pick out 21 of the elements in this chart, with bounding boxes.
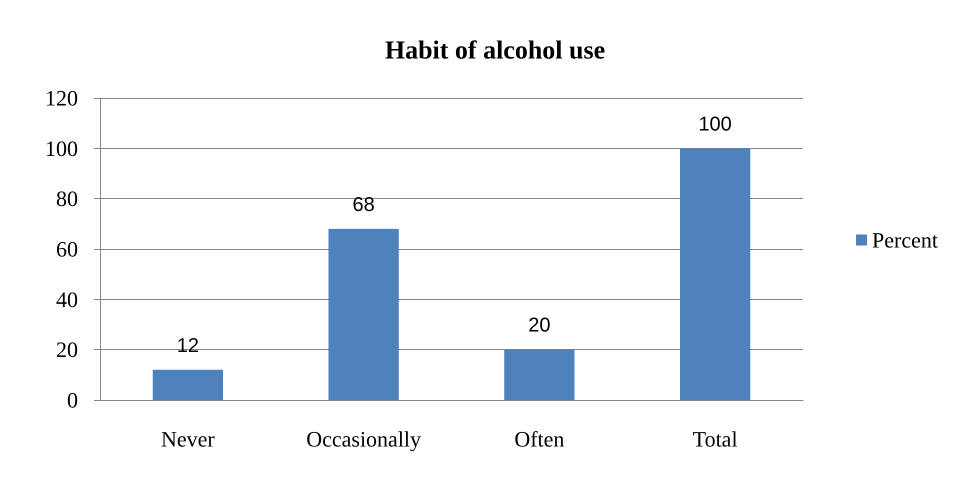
data-label: 12 <box>176 334 199 357</box>
data-label: 20 <box>528 314 550 337</box>
x-tick-label: Never <box>161 426 216 452</box>
x-tick-label: Often <box>514 426 564 452</box>
y-tick-label: 100 <box>45 136 78 161</box>
y-tick-label: 20 <box>56 337 78 362</box>
bar <box>328 228 399 400</box>
y-tick-label: 80 <box>56 186 78 212</box>
y-tick-label: 0 <box>67 388 78 412</box>
y-tick-label: 40 <box>56 286 78 312</box>
y-tick-label: 60 <box>56 236 78 262</box>
legend-label: Percent <box>872 228 938 252</box>
data-label: 68 <box>352 194 375 216</box>
bar <box>504 350 575 400</box>
chart-title: Habit of alcohol use <box>384 36 606 64</box>
data-label: 100 <box>698 113 732 136</box>
bar <box>680 148 750 400</box>
x-tick-label: Total <box>692 426 738 452</box>
bar <box>152 370 224 400</box>
x-tick-label: Occasionally <box>306 426 422 452</box>
y-tick-label: 120 <box>45 86 78 110</box>
